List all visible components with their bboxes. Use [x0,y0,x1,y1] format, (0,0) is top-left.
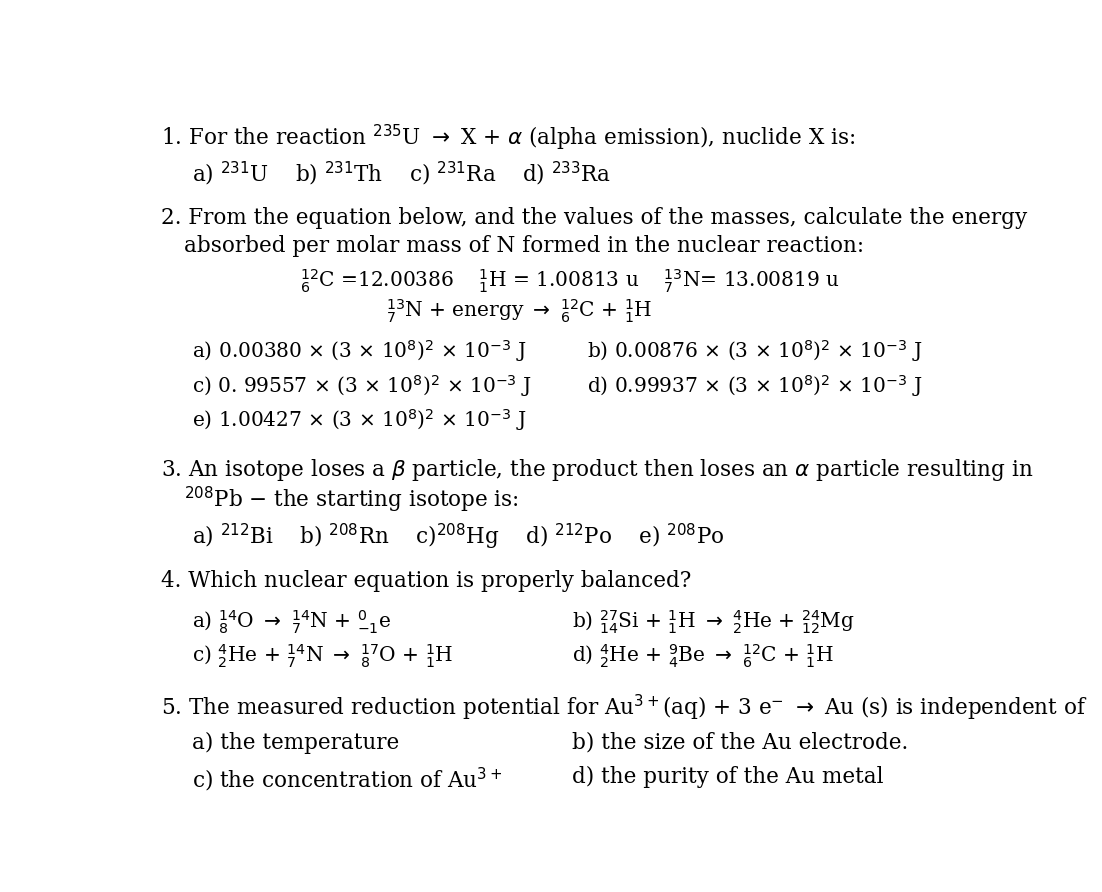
Text: b) the size of the Au electrode.: b) the size of the Au electrode. [572,731,908,754]
Text: c) the concentration of Au$^{3+}$: c) the concentration of Au$^{3+}$ [192,766,503,795]
Text: b) $^{27}_{14}$Si + $^{1}_{1}$H $\rightarrow$ $^{4}_{2}$He + $^{24}_{12}$Mg: b) $^{27}_{14}$Si + $^{1}_{1}$H $\righta… [572,608,854,636]
Text: a) $^{231}$U    b) $^{231}$Th    c) $^{231}$Ra    d) $^{233}$Ra: a) $^{231}$U b) $^{231}$Th c) $^{231}$Ra… [192,160,612,187]
Text: 2. From the equation below, and the values of the masses, calculate the energy: 2. From the equation below, and the valu… [161,207,1027,229]
Text: d) the purity of the Au metal: d) the purity of the Au metal [572,766,883,789]
Text: a) the temperature: a) the temperature [192,731,399,754]
Text: $^{208}$Pb $-$ the starting isotope is:: $^{208}$Pb $-$ the starting isotope is: [184,485,519,516]
Text: 5. The measured reduction potential for Au$^{3+}$(aq) + 3 e$^{-}$ $\rightarrow$ : 5. The measured reduction potential for … [161,693,1088,723]
Text: d) $^{4}_{2}$He + $^{9}_{4}$Be $\rightarrow$ $^{12}_{6}$C + $^{1}_{1}$H: d) $^{4}_{2}$He + $^{9}_{4}$Be $\rightar… [572,643,833,671]
Text: a) $^{14}_{8}$O $\rightarrow$ $^{14}_{7}$N + $^{0}_{-1}$e: a) $^{14}_{8}$O $\rightarrow$ $^{14}_{7}… [192,608,391,636]
Text: e) 1.00427 $\times$ (3 $\times$ 10$^{8}$)$^{2}$ $\times$ 10$^{-3}$ J: e) 1.00427 $\times$ (3 $\times$ 10$^{8}$… [192,408,527,434]
Text: 4. Which nuclear equation is properly balanced?: 4. Which nuclear equation is properly ba… [161,570,691,591]
Text: d) 0.99937 $\times$ (3 $\times$ 10$^{8}$)$^{2}$ $\times$ 10$^{-3}$ J: d) 0.99937 $\times$ (3 $\times$ 10$^{8}$… [587,373,922,399]
Text: $^{13}_{7}$N + energy $\rightarrow$ $^{12}_{6}$C + $^{1}_{1}$H: $^{13}_{7}$N + energy $\rightarrow$ $^{1… [386,298,651,326]
Text: a) 0.00380 $\times$ (3 $\times$ 10$^{8}$)$^{2}$ $\times$ 10$^{-3}$ J: a) 0.00380 $\times$ (3 $\times$ 10$^{8}$… [192,338,527,364]
Text: a) $^{212}$Bi    b) $^{208}$Rn    c)$^{208}$Hg    d) $^{212}$Po    e) $^{208}$Po: a) $^{212}$Bi b) $^{208}$Rn c)$^{208}$Hg… [192,522,724,552]
Text: 1. For the reaction $^{235}$U $\rightarrow$ X + $\alpha$ (alpha emission), nucli: 1. For the reaction $^{235}$U $\rightarr… [161,122,855,153]
Text: $^{12}_{6}$C =12.00386    $^{1}_{1}$H = 1.00813 u    $^{13}_{7}$N= 13.00819 u: $^{12}_{6}$C =12.00386 $^{1}_{1}$H = 1.0… [301,268,840,294]
Text: c) $^{4}_{2}$He + $^{14}_{7}$N $\rightarrow$ $^{17}_{8}$O + $^{1}_{1}$H: c) $^{4}_{2}$He + $^{14}_{7}$N $\rightar… [192,643,453,671]
Text: absorbed per molar mass of N formed in the nuclear reaction:: absorbed per molar mass of N formed in t… [184,235,864,257]
Text: 3. An isotope loses a $\beta$ particle, the product then loses an $\alpha$ parti: 3. An isotope loses a $\beta$ particle, … [161,458,1034,483]
Text: b) 0.00876 $\times$ (3 $\times$ 10$^{8}$)$^{2}$ $\times$ 10$^{-3}$ J: b) 0.00876 $\times$ (3 $\times$ 10$^{8}$… [587,338,922,364]
Text: c) 0. 99557 $\times$ (3 $\times$ 10$^{8}$)$^{2}$ $\times$ 10$^{-3}$ J: c) 0. 99557 $\times$ (3 $\times$ 10$^{8}… [192,373,532,399]
